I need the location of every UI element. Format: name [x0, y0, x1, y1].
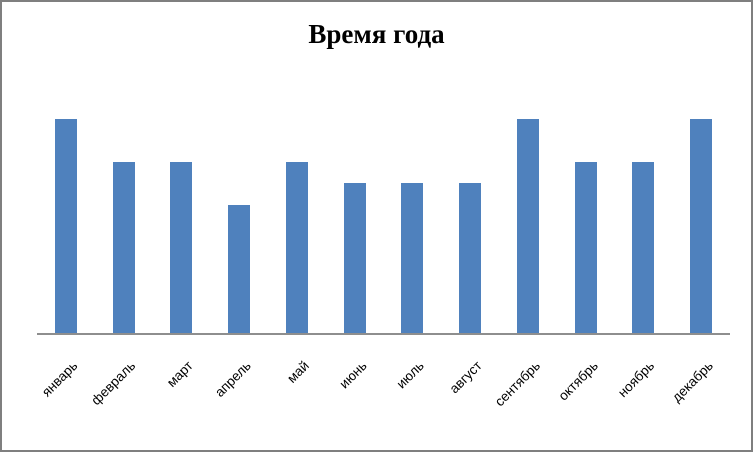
- x-axis-label: август: [446, 358, 485, 397]
- bar: [459, 183, 481, 334]
- x-axis-line: [37, 333, 730, 335]
- x-axis-label: июнь: [336, 358, 370, 392]
- x-axis-label: октябрь: [555, 358, 601, 404]
- x-axis-label: ноябрь: [615, 358, 658, 401]
- x-axis-label: январь: [38, 358, 81, 400]
- bar: [228, 205, 250, 334]
- x-axis-label: февраль: [88, 358, 139, 409]
- x-axis-label: июль: [393, 358, 427, 392]
- bar: [286, 162, 308, 334]
- x-axis-label: сентябрь: [491, 358, 543, 410]
- x-axis-label: апрель: [211, 358, 254, 400]
- bar: [632, 162, 654, 334]
- bar: [575, 162, 597, 334]
- bar: [344, 183, 366, 334]
- bar: [113, 162, 135, 334]
- bar: [690, 119, 712, 334]
- chart-title: Время года: [308, 19, 445, 49]
- bar: [401, 183, 423, 334]
- x-axis-label: май: [283, 358, 312, 386]
- bar: [170, 162, 192, 334]
- bar: [55, 119, 77, 334]
- x-axis-label: март: [163, 358, 196, 390]
- x-axis-label: декабрь: [668, 358, 716, 405]
- bar: [517, 119, 539, 334]
